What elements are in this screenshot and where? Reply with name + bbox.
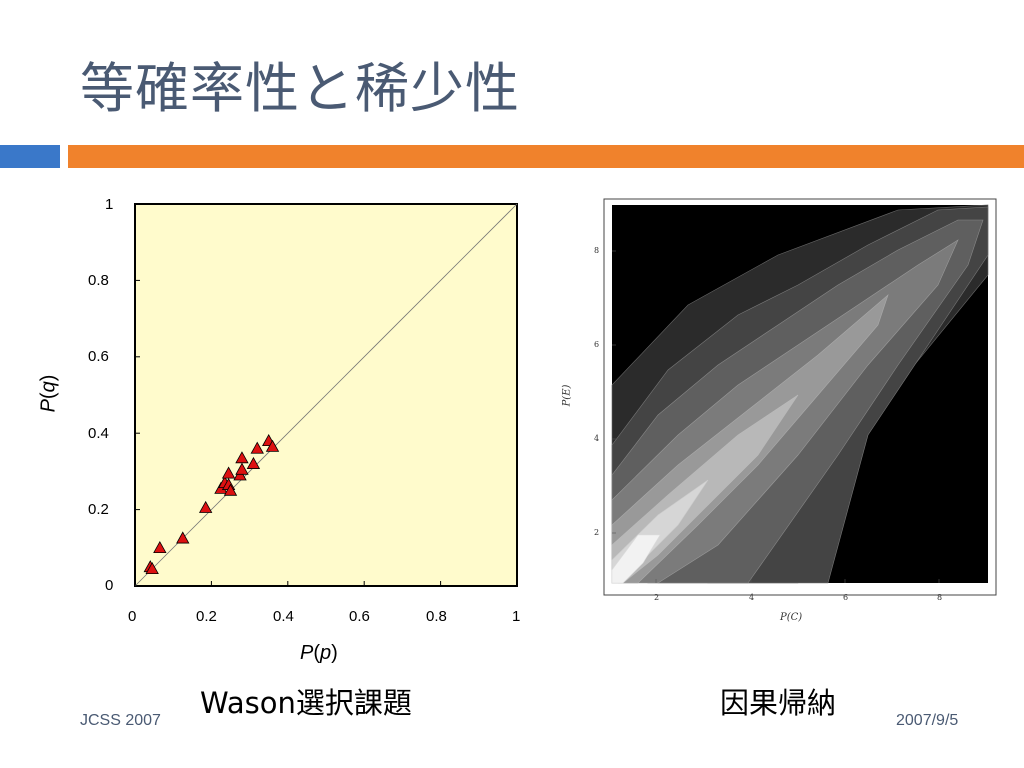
caption-causal-induction: 因果帰納 <box>720 686 837 720</box>
heatmap-x-tick-2: 2 <box>654 593 660 602</box>
x-tick-1: 1 <box>512 608 521 625</box>
heatmap-y-tick-6: 6 <box>594 340 600 349</box>
scatter-point <box>246 456 261 469</box>
scatter-point <box>235 451 249 464</box>
scatter-point <box>235 462 249 475</box>
scatter-point <box>223 483 238 496</box>
y-tick-0.6: 0.6 <box>88 348 109 365</box>
scatter-point <box>250 441 264 454</box>
heatmap-y-tick-4: 4 <box>594 434 600 443</box>
x-tick-0.8: 0.8 <box>426 608 447 625</box>
y-tick-1: 1 <box>105 196 114 213</box>
heatmap-y-tick-2: 2 <box>594 528 600 537</box>
scatter-point <box>265 439 280 452</box>
heatmap-x-tick-4: 4 <box>749 593 755 602</box>
slide-title: 等確率性と稀少性 <box>80 57 520 120</box>
scatter-point <box>153 540 167 554</box>
x-axis-label: P(p) <box>300 642 338 664</box>
scatter-point <box>176 531 190 544</box>
x-tick-0.2: 0.2 <box>196 608 217 625</box>
x-tick-0.6: 0.6 <box>349 608 370 625</box>
contour-heatmap <box>603 198 997 596</box>
scatter-chart <box>134 203 518 587</box>
x-tick-0: 0 <box>128 608 137 625</box>
header-accent-bar-blue <box>0 145 60 168</box>
footer-date: 2007/9/5 <box>896 712 959 729</box>
y-tick-0: 0 <box>105 577 114 594</box>
y-tick-0.4: 0.4 <box>88 425 109 442</box>
footer-conference: JCSS 2007 <box>80 712 161 729</box>
reference-line-y-equals-x <box>134 203 518 587</box>
contour-peak <box>611 534 661 584</box>
scatter-point <box>198 500 213 513</box>
y-tick-0.8: 0.8 <box>88 272 109 289</box>
heatmap-y-label: P(E) <box>561 384 573 407</box>
scatter-point <box>145 561 159 575</box>
y-tick-0.2: 0.2 <box>88 501 109 518</box>
heatmap-x-tick-6: 6 <box>843 593 849 602</box>
header-accent-bar-orange <box>68 145 1024 168</box>
heatmap-y-tick-8: 8 <box>594 246 600 255</box>
heatmap-x-label: P(C) <box>780 612 803 623</box>
caption-wason: Wason選択課題 <box>200 686 412 720</box>
x-tick-0.4: 0.4 <box>273 608 294 625</box>
y-axis-label: P(q) <box>37 374 60 413</box>
heatmap-x-tick-8: 8 <box>937 593 943 602</box>
heatmap-ticks <box>612 250 940 583</box>
